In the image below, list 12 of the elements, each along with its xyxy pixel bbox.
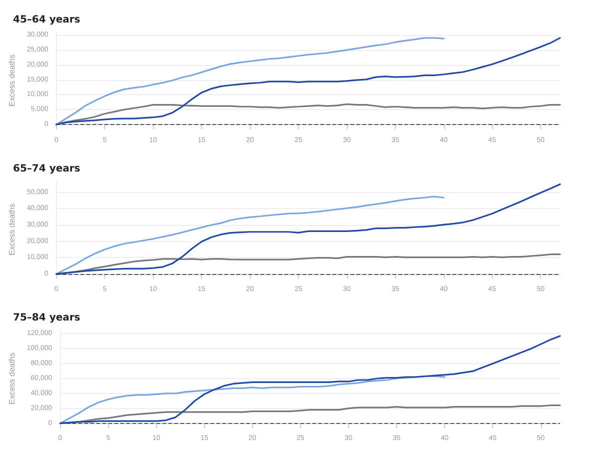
y-axis-title: Excess deaths	[8, 203, 16, 256]
line-series	[56, 183, 561, 275]
line-series	[56, 37, 445, 126]
line-series	[59, 335, 561, 424]
chart-title: 45–64 years	[13, 14, 80, 26]
line-series	[59, 375, 446, 424]
chart-title: 65–74 years	[13, 164, 80, 174]
line-series	[56, 196, 445, 275]
y-axis-title: Excess deaths	[8, 54, 16, 107]
y-axis-title: Excess deaths	[8, 352, 16, 405]
chart-title: 75–84 years	[13, 312, 80, 324]
line-series	[56, 37, 561, 126]
